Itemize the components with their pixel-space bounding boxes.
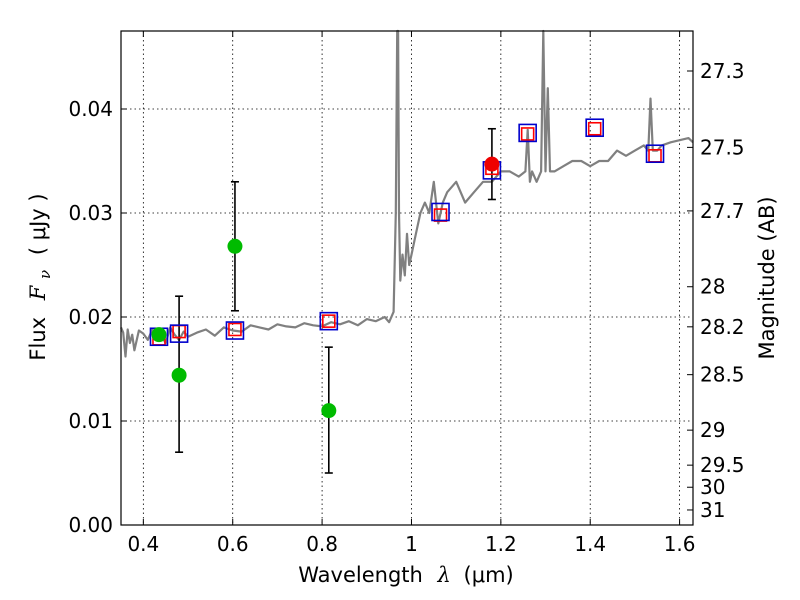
x-tick-label: 1 bbox=[405, 532, 418, 556]
optical-observations-point bbox=[227, 238, 243, 254]
model-synthetic-photometry-marker bbox=[321, 314, 336, 328]
x-tick-label: 0.6 bbox=[217, 532, 249, 556]
y2-tick-label: 28.5 bbox=[700, 363, 745, 387]
optical-observations-point bbox=[151, 327, 167, 343]
x-axis-title-unit: (μm) bbox=[464, 563, 514, 587]
model-synthetic-photometry-marker bbox=[520, 127, 535, 141]
model-photometry-marker bbox=[225, 321, 245, 340]
y-axis-title-prefix: Flux bbox=[26, 317, 50, 361]
x-axis-title-symbol: λ bbox=[437, 563, 451, 587]
model-photometry-marker bbox=[169, 324, 189, 343]
y-tick-label: 0.04 bbox=[68, 97, 113, 121]
optical-observations-point bbox=[321, 403, 337, 419]
y2-tick-label: 29.5 bbox=[700, 453, 745, 477]
y-tick-label: 0.03 bbox=[68, 201, 113, 225]
y-axis-title-unit: ( μJy ) bbox=[26, 193, 50, 255]
model-synthetic-photometry-marker bbox=[228, 322, 242, 337]
y2-tick-label: 29 bbox=[700, 418, 725, 442]
x-axis-title-prefix: Wavelength bbox=[298, 563, 423, 587]
y2-tick-label: 27.5 bbox=[700, 135, 745, 159]
x-tick-label: 0.4 bbox=[127, 532, 159, 556]
y-tick-label: 0.01 bbox=[68, 409, 113, 433]
x-axis-title: Wavelength λ (μm) bbox=[298, 563, 513, 587]
y2-tick-label: 27.7 bbox=[700, 199, 745, 223]
model-photometry-marker bbox=[645, 144, 665, 164]
model-synthetic-photometry-marker bbox=[587, 121, 602, 136]
model-photometry-marker bbox=[431, 202, 450, 222]
y-tick-label: 0.00 bbox=[68, 513, 113, 537]
model-photometry-marker bbox=[518, 123, 537, 143]
optical-observations-point bbox=[171, 367, 187, 383]
y-tick-label: 0.02 bbox=[68, 305, 113, 329]
y-axis-title-symbol: F bbox=[26, 284, 50, 301]
x-tick-label: 1.4 bbox=[574, 532, 606, 556]
plot-frame bbox=[120, 30, 694, 526]
markers bbox=[149, 118, 665, 419]
y2-tick-label: 28.2 bbox=[700, 315, 745, 339]
x-tick-label: 1.2 bbox=[485, 532, 517, 556]
y2-tick-label: 27.3 bbox=[700, 59, 745, 83]
model-photometry-marker bbox=[585, 118, 604, 138]
y2-tick-label: 30 bbox=[700, 475, 725, 499]
y2-tick-label: 31 bbox=[700, 498, 725, 522]
model-photometry-marker bbox=[319, 311, 339, 331]
x-tick-label: 0.8 bbox=[306, 532, 338, 556]
x-tick-label: 1.6 bbox=[664, 532, 696, 556]
nir-observation-point bbox=[484, 156, 500, 172]
y2-tick-label: 28 bbox=[700, 275, 725, 299]
y2-axis-title: Magnitude (AB) bbox=[755, 196, 779, 359]
y-axis-title-subscript: ν bbox=[36, 270, 54, 279]
ticks: 0.4 0.6 0.8 1 1.2 1.4 1.6 0.00 0.01 0.02 0.03 0.04 2… bbox=[68, 31, 745, 556]
y-axis-title: Flux F ν ( μJy ) bbox=[26, 193, 55, 360]
